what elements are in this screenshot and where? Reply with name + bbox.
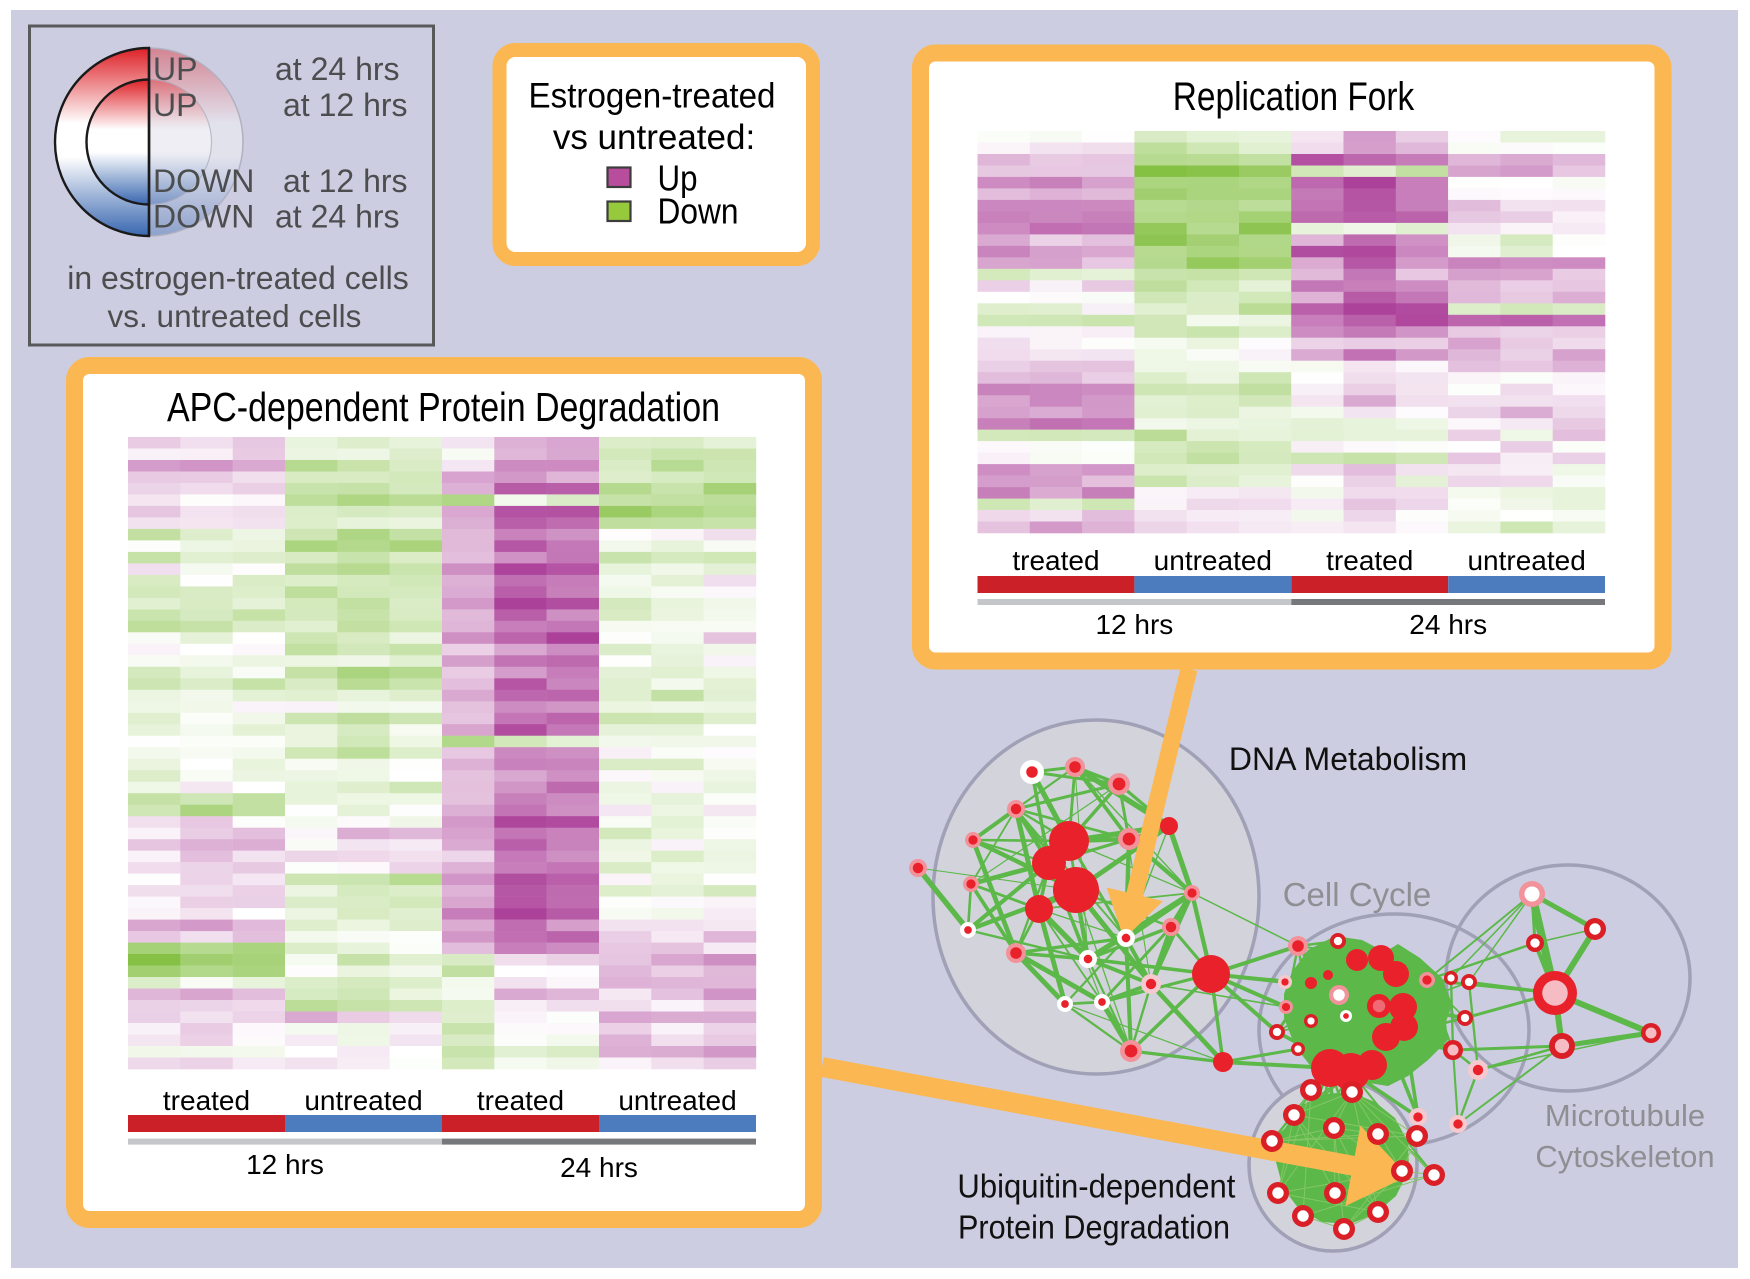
svg-text:DNA Metabolism: DNA Metabolism	[1229, 741, 1467, 777]
svg-text:12 hrs: 12 hrs	[246, 1149, 324, 1180]
svg-text:Protein Degradation: Protein Degradation	[958, 1209, 1230, 1246]
svg-text:Microtubule: Microtubule	[1545, 1098, 1705, 1133]
svg-text:Replication Fork: Replication Fork	[1173, 75, 1415, 119]
svg-text:vs. untreated cells: vs. untreated cells	[108, 298, 362, 334]
svg-text:treated: treated	[1012, 545, 1099, 576]
svg-text:untreated: untreated	[1154, 545, 1272, 576]
svg-text:Ubiquitin-dependent: Ubiquitin-dependent	[957, 1168, 1235, 1205]
svg-text:UP: UP	[153, 51, 197, 87]
svg-text:at 24 hrs: at 24 hrs	[275, 199, 400, 235]
svg-text:Cytoskeleton: Cytoskeleton	[1535, 1139, 1714, 1174]
svg-text:vs untreated:: vs untreated:	[553, 118, 755, 157]
svg-text:APC-dependent Protein Degradat: APC-dependent Protein Degradation	[167, 384, 720, 430]
svg-text:DOWN: DOWN	[153, 199, 254, 235]
svg-text:Estrogen-treated: Estrogen-treated	[529, 77, 776, 116]
svg-text:UP: UP	[153, 87, 197, 123]
svg-text:Up: Up	[658, 158, 698, 199]
svg-text:DOWN: DOWN	[153, 163, 254, 199]
svg-text:untreated: untreated	[618, 1085, 736, 1116]
svg-text:in estrogen-treated cells: in estrogen-treated cells	[67, 260, 409, 296]
svg-text:Cell Cycle: Cell Cycle	[1283, 876, 1432, 913]
svg-text:untreated: untreated	[304, 1085, 422, 1116]
svg-text:treated: treated	[163, 1085, 250, 1116]
svg-text:at 24 hrs: at 24 hrs	[275, 51, 400, 87]
svg-text:24 hrs: 24 hrs	[560, 1152, 638, 1183]
svg-text:at 12 hrs: at 12 hrs	[283, 87, 408, 123]
svg-text:at 12 hrs: at 12 hrs	[283, 163, 408, 199]
svg-text:untreated: untreated	[1467, 545, 1585, 576]
svg-text:12 hrs: 12 hrs	[1095, 609, 1173, 640]
svg-text:24 hrs: 24 hrs	[1409, 609, 1487, 640]
svg-text:treated: treated	[477, 1085, 564, 1116]
svg-text:Down: Down	[658, 191, 739, 232]
svg-text:treated: treated	[1326, 545, 1413, 576]
